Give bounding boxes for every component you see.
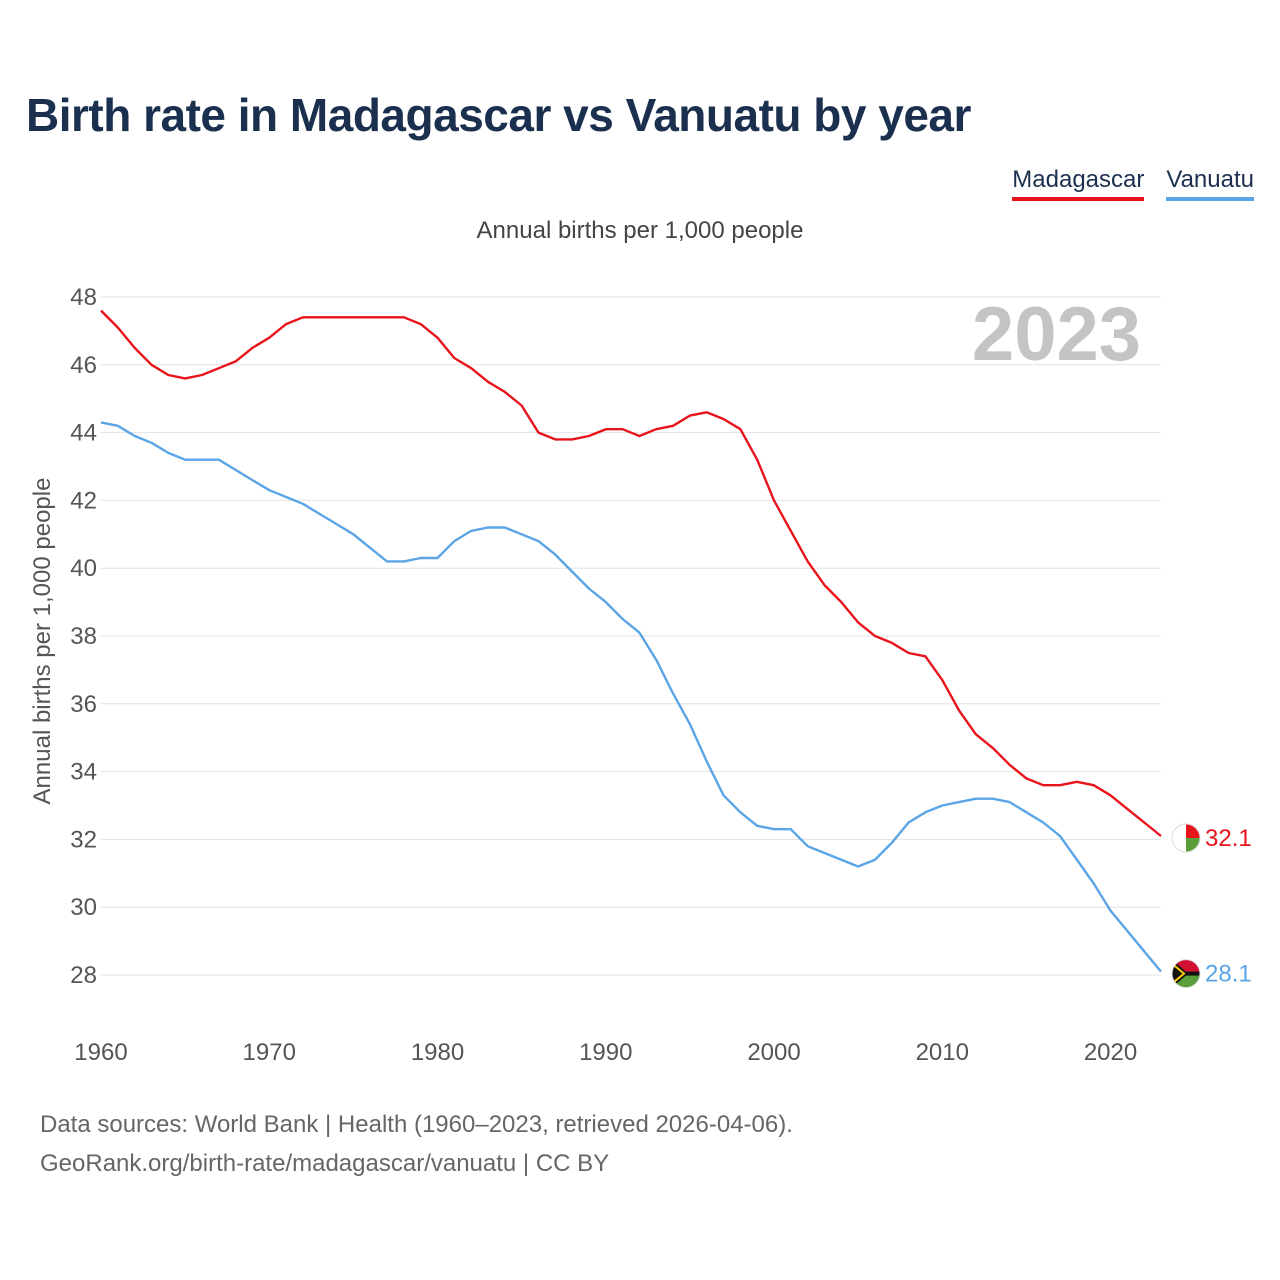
y-tick-label: 30 <box>70 894 97 921</box>
footer: Data sources: World Bank | Health (1960–… <box>40 1105 793 1183</box>
x-tick-label: 1970 <box>243 1039 296 1066</box>
gridlines <box>101 296 1161 976</box>
x-tick-label: 1960 <box>74 1039 127 1066</box>
y-axis-ticks: 28 30 32 34 36 38 40 42 44 46 48 <box>70 284 97 989</box>
series-line-vanuatu <box>100 421 1162 973</box>
end-value-label: 28.1 <box>1205 961 1252 988</box>
year-watermark: 2023 <box>972 292 1141 377</box>
source-link[interactable]: GeoRank.org/birth-rate/madagascar/vanuat… <box>40 1150 610 1177</box>
page-title: Birth rate in Madagascar vs Vanuatu by y… <box>26 89 971 141</box>
y-tick-label: 32 <box>70 826 97 853</box>
x-tick-label: 1990 <box>579 1039 632 1066</box>
x-tick-label: 2000 <box>747 1039 800 1066</box>
y-tick-label: 44 <box>70 420 97 447</box>
end-value-label: 32.1 <box>1205 825 1252 852</box>
flag-icon-madagascar <box>1171 823 1201 853</box>
y-tick-label: 36 <box>70 691 97 718</box>
chart-subtitle: Annual births per 1,000 people <box>476 217 804 244</box>
legend: Madagascar Vanuatu <box>1012 166 1254 201</box>
source-note: Data sources: World Bank | Health (1960–… <box>40 1111 793 1138</box>
legend-item-madagascar[interactable]: Madagascar <box>1012 166 1145 201</box>
y-tick-label: 34 <box>70 759 97 786</box>
end-markers: 32.1 28.1 <box>1171 823 1252 989</box>
y-tick-label: 46 <box>70 352 97 379</box>
line-chart: 28 30 32 34 36 38 40 42 44 46 48 1960 1970 1980 1990 2… <box>29 284 1252 1066</box>
y-tick-label: 40 <box>70 555 97 582</box>
x-tick-label: 2010 <box>916 1039 969 1066</box>
y-axis-title: Annual births per 1,000 people <box>29 478 56 805</box>
x-axis-ticks: 1960 1970 1980 1990 2000 2010 2020 <box>74 1039 1137 1066</box>
y-tick-label: 42 <box>70 487 97 514</box>
flag-icon-vanuatu <box>1171 959 1201 989</box>
x-tick-label: 1980 <box>411 1039 464 1066</box>
series-line-madagascar <box>100 309 1162 837</box>
series-lines <box>100 309 1162 973</box>
y-tick-label: 48 <box>70 284 97 311</box>
y-tick-label: 38 <box>70 623 97 650</box>
y-tick-label: 28 <box>70 962 97 989</box>
legend-item-vanuatu[interactable]: Vanuatu <box>1166 166 1254 201</box>
x-tick-label: 2020 <box>1084 1039 1137 1066</box>
